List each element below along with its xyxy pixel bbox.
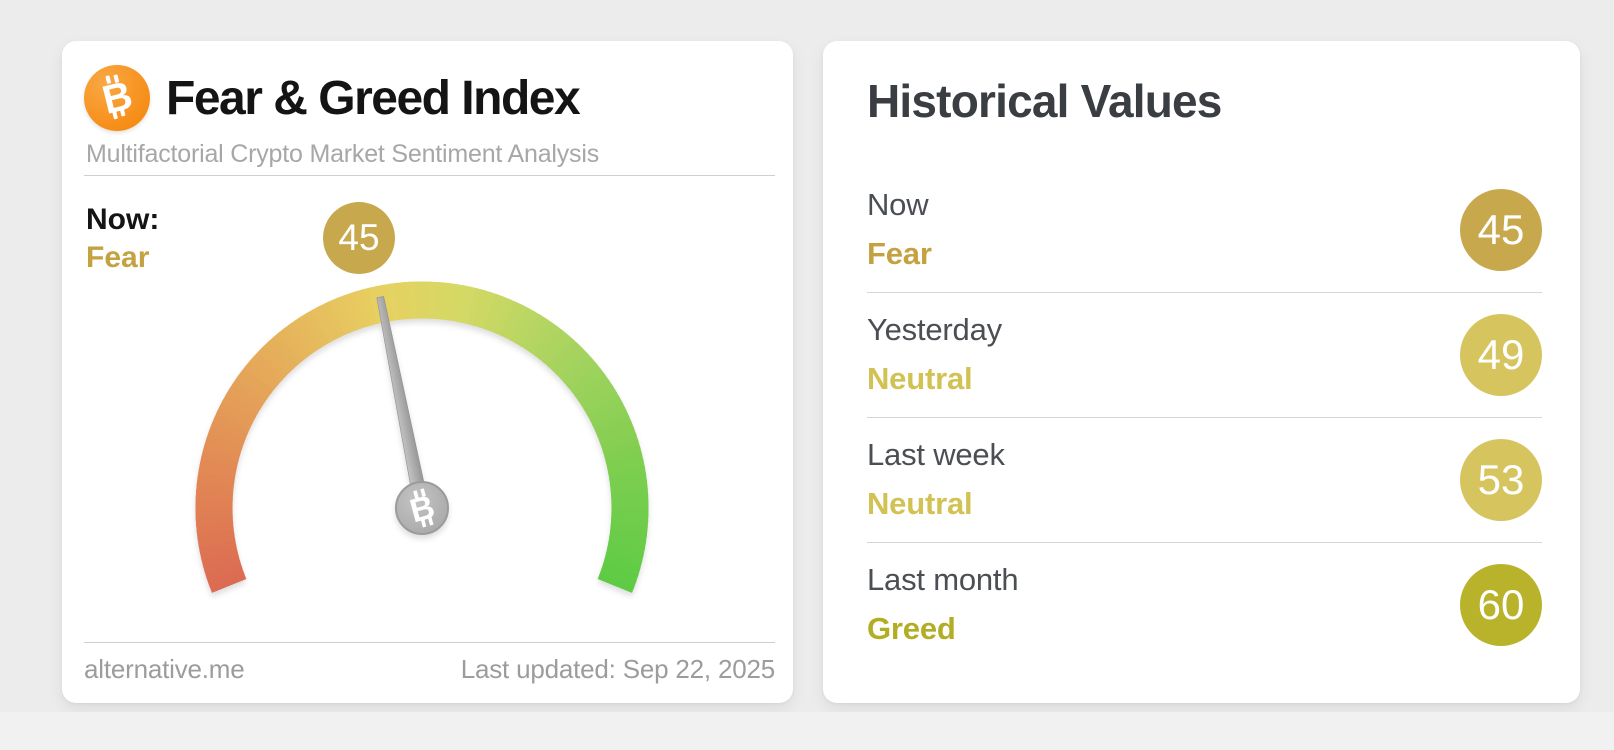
bitcoin-b-glyph: B xyxy=(97,73,137,123)
source-link[interactable]: alternative.me xyxy=(84,654,245,684)
row-value-badge: 53 xyxy=(1460,438,1542,521)
footer-divider xyxy=(84,642,775,643)
gauge-arc xyxy=(195,281,649,593)
historical-row-now: Now Fear 45 xyxy=(867,168,1542,293)
gauge-svg: B xyxy=(195,281,649,593)
fear-greed-header: B Fear & Greed Index xyxy=(84,65,581,131)
fear-greed-card: B Fear & Greed Index Multifactorial Cryp… xyxy=(62,41,793,703)
row-texts: Last month Greed xyxy=(867,562,1019,647)
gauge-pivot xyxy=(395,481,449,535)
gauge-needle xyxy=(376,296,433,522)
historical-title: Historical Values xyxy=(867,75,1222,127)
last-updated-text: Last updated: Sep 22, 2025 xyxy=(460,654,775,684)
card-footer: alternative.me Last updated: Sep 22, 202… xyxy=(84,654,775,685)
row-texts: Yesterday Neutral xyxy=(867,312,1002,397)
row-label: Last week xyxy=(867,437,1005,473)
row-label: Yesterday xyxy=(867,312,1002,348)
page-bottom-strip xyxy=(0,712,1614,750)
current-value-badge: 45 xyxy=(323,202,395,274)
svg-text:B: B xyxy=(406,488,439,530)
row-texts: Now Fear xyxy=(867,187,932,272)
gauge-chart: B xyxy=(172,258,672,603)
row-classification: Neutral xyxy=(867,361,973,397)
now-classification: Fear xyxy=(86,240,150,274)
historical-row-yesterday: Yesterday Neutral 49 xyxy=(867,293,1542,418)
row-texts: Last week Neutral xyxy=(867,437,1005,522)
historical-row-last-month: Last month Greed 60 xyxy=(867,543,1542,667)
row-classification: Fear xyxy=(867,236,932,272)
now-block: Now: Fear xyxy=(86,201,159,276)
row-label: Now xyxy=(867,187,929,223)
header-divider xyxy=(84,175,775,176)
row-classification: Greed xyxy=(867,611,956,647)
row-value-badge: 45 xyxy=(1460,188,1542,271)
row-value-badge: 49 xyxy=(1460,313,1542,396)
row-classification: Neutral xyxy=(867,486,973,522)
historical-row-last-week: Last week Neutral 53 xyxy=(867,418,1542,543)
card-title: Fear & Greed Index xyxy=(166,71,581,125)
row-label: Last month xyxy=(867,562,1019,598)
bitcoin-icon: B xyxy=(84,65,150,131)
now-label: Now: xyxy=(86,203,160,236)
historical-values-card: Historical Values Now Fear 45 Yesterday … xyxy=(823,41,1580,703)
row-value-badge: 60 xyxy=(1460,563,1542,646)
pivot-bitcoin-glyph: B xyxy=(406,488,439,530)
card-subtitle: Multifactorial Crypto Market Sentiment A… xyxy=(86,140,600,168)
